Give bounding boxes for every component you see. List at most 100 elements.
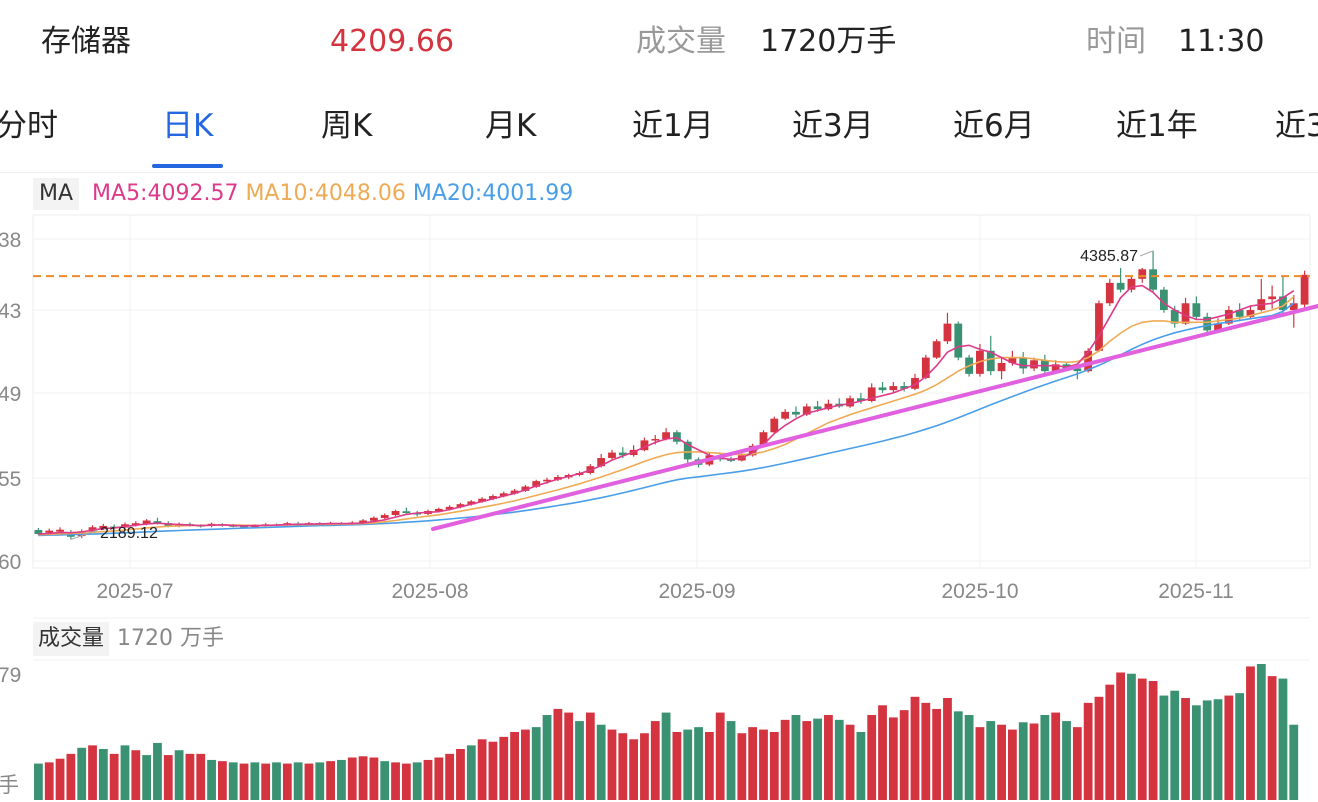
volume-bar bbox=[1181, 698, 1190, 800]
volume-bar bbox=[704, 732, 714, 800]
candle-body bbox=[1300, 274, 1309, 305]
tab-intraday[interactable]: 分时 bbox=[0, 108, 58, 144]
volume-bar bbox=[434, 757, 444, 800]
volume-bar bbox=[1224, 695, 1234, 800]
candle-body bbox=[759, 432, 768, 446]
volume-bar bbox=[780, 719, 790, 800]
volume-bar bbox=[715, 712, 725, 800]
candle-body bbox=[478, 498, 487, 502]
tab-monthly-k[interactable]: 月K bbox=[485, 108, 537, 144]
candle-body bbox=[1214, 323, 1222, 331]
volume-bar bbox=[142, 755, 152, 800]
volume-bar bbox=[824, 715, 833, 800]
volume-bar bbox=[953, 711, 963, 800]
volume-bar bbox=[337, 759, 346, 800]
candle-body bbox=[532, 481, 541, 487]
candle-body bbox=[1192, 303, 1201, 317]
volume-bar bbox=[1278, 678, 1288, 800]
tab-3-months[interactable]: 近3月 bbox=[792, 108, 874, 144]
candle-body bbox=[1116, 282, 1125, 290]
candle-body bbox=[608, 452, 616, 459]
candle-body bbox=[1203, 316, 1212, 331]
volume-bar bbox=[1040, 715, 1050, 800]
tab-daily-k[interactable]: 日K bbox=[162, 108, 214, 144]
candle-body bbox=[1235, 310, 1244, 317]
candle-body bbox=[445, 506, 454, 510]
candle-body bbox=[56, 529, 64, 532]
low-leader-line bbox=[70, 529, 99, 540]
candle-body bbox=[434, 508, 443, 512]
candle-body bbox=[510, 490, 519, 494]
volume-bar bbox=[640, 733, 649, 800]
volume-bar bbox=[153, 742, 162, 800]
volume-bar bbox=[1202, 700, 1212, 800]
time-value: 11:30 bbox=[1178, 24, 1265, 59]
tab-1-year[interactable]: 近1年 bbox=[1116, 108, 1198, 144]
volume-bar bbox=[1148, 681, 1158, 800]
volume-bar bbox=[66, 753, 76, 800]
volume-bar bbox=[456, 749, 465, 800]
high-leader-line bbox=[1139, 250, 1154, 257]
volume-bar bbox=[575, 721, 584, 800]
high-value-label: 4385.87 bbox=[1080, 248, 1138, 265]
volume-bar bbox=[207, 759, 216, 800]
ma10-line bbox=[38, 296, 1295, 536]
y-tick-label: 49 bbox=[0, 383, 21, 406]
volume-bar bbox=[888, 717, 898, 800]
volume-bar bbox=[1246, 666, 1255, 800]
volume-unit-label: 手 bbox=[0, 774, 19, 797]
volume-bar bbox=[1062, 721, 1071, 800]
candle-body bbox=[45, 530, 54, 533]
volume-bar bbox=[315, 762, 325, 800]
volume-bar bbox=[293, 762, 303, 800]
ma20-value: MA20:4001.99 bbox=[412, 181, 574, 206]
volume-bar bbox=[163, 755, 173, 800]
tab-6-months[interactable]: 近6月 bbox=[953, 108, 1035, 144]
candle-body bbox=[846, 398, 854, 407]
volume-bar bbox=[943, 698, 952, 800]
candle-body bbox=[889, 386, 898, 391]
volume-bar bbox=[1083, 702, 1093, 800]
tab-1-month[interactable]: 近1月 bbox=[632, 108, 714, 144]
candle-body bbox=[543, 479, 551, 482]
volume-bar bbox=[445, 753, 455, 800]
volume-legend: 成交量 1720 万手 bbox=[33, 622, 224, 656]
x-tick-label: 2025-08 bbox=[391, 580, 468, 603]
volume-bar bbox=[412, 762, 422, 800]
ma-tag[interactable]: MA bbox=[33, 178, 80, 210]
tab-3-years[interactable]: 近3 bbox=[1275, 108, 1318, 144]
tab-weekly-k[interactable]: 周K bbox=[321, 108, 373, 144]
volume-bar bbox=[477, 739, 487, 800]
y-tick-label: 55 bbox=[0, 468, 21, 491]
candle-body bbox=[1019, 357, 1028, 369]
candle-body bbox=[640, 440, 649, 451]
volume-bar bbox=[553, 708, 563, 800]
moving-average-lines bbox=[38, 284, 1295, 537]
candle-body bbox=[1170, 310, 1179, 324]
candle-body bbox=[1149, 269, 1157, 290]
candle-body bbox=[369, 517, 378, 521]
volume-tag[interactable]: 成交量 bbox=[33, 622, 110, 656]
y-tick-label: 60 bbox=[0, 551, 21, 574]
volume-bar bbox=[77, 747, 87, 800]
ma5-line bbox=[38, 284, 1295, 535]
volume-bar bbox=[921, 702, 931, 800]
candle-body bbox=[380, 515, 389, 519]
volume-bar bbox=[1213, 699, 1223, 800]
volume-bar bbox=[369, 757, 379, 800]
volume-bar bbox=[618, 733, 628, 800]
price-panel-frame bbox=[32, 214, 1311, 569]
candle-body bbox=[792, 411, 800, 415]
candle-body bbox=[34, 529, 43, 535]
ma20-line bbox=[38, 302, 1295, 537]
volume-bar bbox=[34, 763, 43, 800]
volume-bar bbox=[250, 762, 260, 800]
volume-bar bbox=[261, 763, 271, 800]
volume-bar bbox=[607, 729, 617, 800]
candle-body bbox=[878, 387, 887, 391]
volume-bar bbox=[878, 705, 887, 800]
candle-body bbox=[1105, 282, 1114, 304]
volume-bar bbox=[683, 729, 693, 800]
volume-bar bbox=[802, 721, 812, 800]
